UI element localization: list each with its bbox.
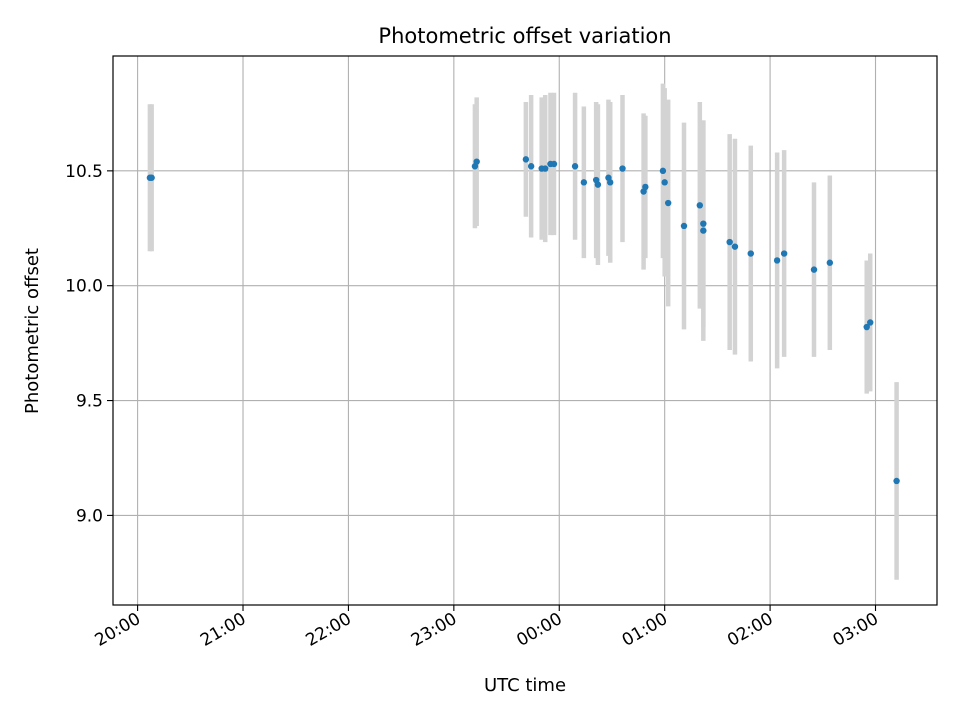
y-axis-label: Photometric offset [22, 248, 43, 414]
y-axis: 9.0 9.5 10.0 10.5 [65, 162, 113, 526]
y-tick-label: 9.0 [76, 506, 103, 526]
x-tick-label: 00:00 [513, 609, 565, 651]
data-point [726, 238, 733, 246]
x-tick-label: 02:00 [724, 609, 776, 651]
data-point [619, 165, 626, 172]
data-point [780, 250, 788, 257]
data-point [542, 165, 549, 172]
x-axis-label: UTC time [484, 675, 566, 696]
data-point [700, 227, 707, 234]
data-point [867, 319, 874, 326]
data-point [659, 167, 667, 175]
x-tick-label: 03:00 [830, 609, 882, 651]
x-tick-label: 23:00 [408, 609, 460, 651]
data-point [580, 179, 588, 186]
data-point [607, 179, 614, 186]
data-point [148, 174, 155, 181]
y-tick-label: 9.5 [76, 392, 103, 412]
x-tick-label: 22:00 [302, 609, 354, 651]
x-tick-label: 01:00 [619, 609, 671, 651]
x-tick-label: 21:00 [197, 609, 249, 651]
data-point [664, 199, 672, 207]
data-point [863, 323, 870, 331]
data-point [571, 163, 579, 170]
x-tick-label: 20:00 [92, 609, 144, 651]
data-point [696, 202, 704, 209]
data-point [527, 163, 535, 170]
plot-frame [112, 55, 938, 606]
data-point [594, 181, 602, 188]
x-axis: 20:00 21:00 22:00 23:00 00:00 01:00 02:00 03:00 [92, 605, 882, 651]
data-points [146, 156, 900, 485]
data-point [661, 179, 668, 186]
data-point [680, 222, 688, 230]
data-point [826, 259, 834, 266]
data-point [810, 266, 818, 273]
data-point [522, 156, 530, 163]
data-point [893, 477, 900, 485]
data-point [731, 243, 739, 250]
data-point [473, 158, 480, 165]
data-point [550, 160, 558, 168]
data-point [700, 220, 707, 227]
data-point [747, 250, 754, 257]
y-tick-label: 10.5 [65, 162, 103, 182]
chart-title: Photometric offset variation [378, 24, 671, 48]
data-point [642, 183, 649, 191]
data-point [773, 257, 781, 264]
y-tick-label: 10.0 [65, 277, 103, 297]
